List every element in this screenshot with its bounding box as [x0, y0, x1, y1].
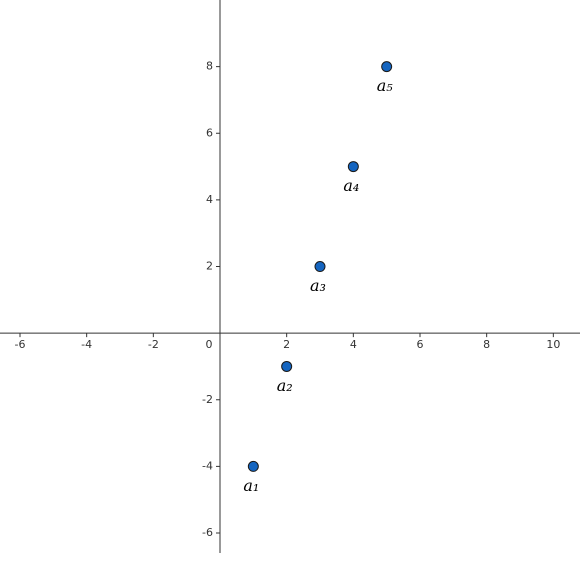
x-tick-label: -2: [148, 338, 159, 351]
x-tick-label: 4: [350, 338, 357, 351]
point-label: a₂: [277, 376, 293, 395]
x-tick-label: 2: [283, 338, 290, 351]
point: [281, 360, 293, 372]
x-tick-label: -4: [81, 338, 92, 351]
y-tick-label: -2: [202, 393, 213, 406]
point-label: a₅: [377, 76, 394, 95]
y-tick-label: 4: [206, 193, 213, 206]
y-tick-label: -6: [202, 526, 213, 539]
point: [247, 460, 259, 472]
x-tick-label: 0: [206, 338, 213, 351]
x-tick-label: 10: [546, 338, 560, 351]
point: [381, 61, 393, 73]
x-tick-label: 8: [483, 338, 490, 351]
y-tick-label: 6: [206, 126, 213, 139]
point-label: a₁: [243, 476, 259, 495]
y-tick-label: -4: [202, 459, 213, 472]
x-tick-label: -6: [15, 338, 26, 351]
point: [347, 161, 359, 173]
point: [314, 261, 326, 273]
y-tick-label: 2: [206, 260, 213, 273]
point-label: a₃: [310, 276, 326, 295]
y-tick-label: 8: [206, 60, 213, 73]
x-tick-label: 6: [417, 338, 424, 351]
point-label: a₄: [343, 176, 359, 195]
